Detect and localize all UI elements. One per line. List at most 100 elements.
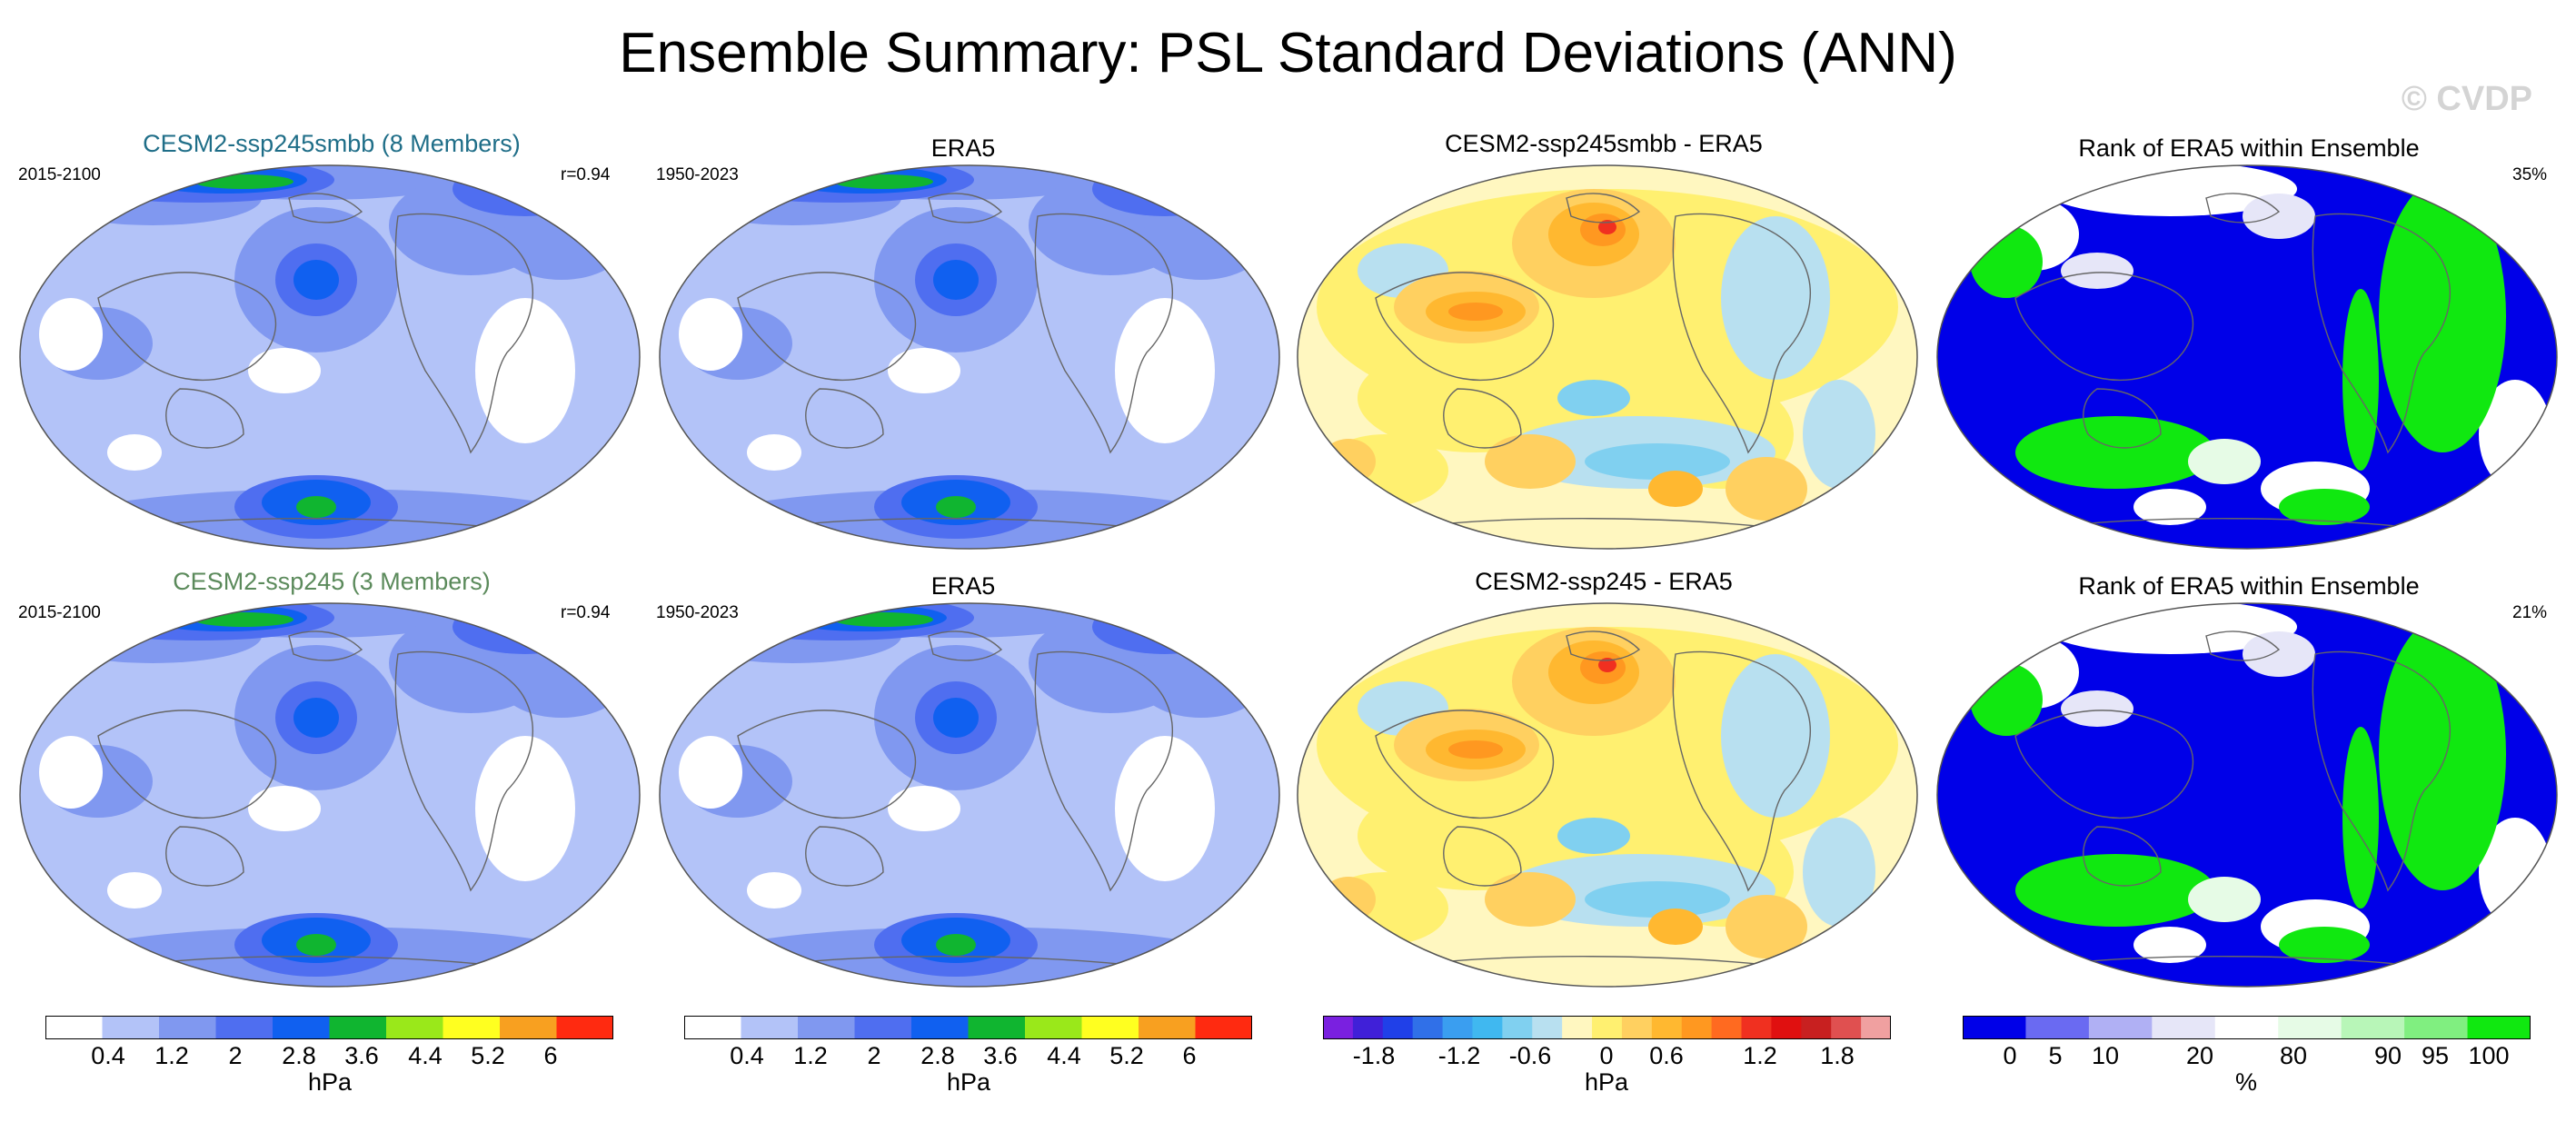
contour-region	[888, 348, 960, 393]
contour-region	[1726, 895, 1807, 958]
contour-region	[1448, 303, 1503, 321]
contour-region	[498, 645, 625, 718]
colorbar-frame	[1323, 1016, 1891, 1039]
map-panel-r2c1	[19, 602, 641, 988]
cbar4-unit: %	[2234, 1068, 2258, 1096]
coastline	[2069, 518, 2407, 528]
map-outline	[659, 164, 1280, 550]
panel-rank-pct-r2c4: 21%	[2512, 603, 2548, 622]
contour-region	[1115, 736, 1215, 881]
coastline	[805, 826, 884, 887]
colorbar-swatch	[1502, 1016, 1533, 1039]
coastline	[288, 631, 363, 661]
map-outline	[1297, 602, 1918, 988]
contour-region	[2342, 289, 2379, 471]
contour-region	[679, 736, 742, 809]
cbar2-tick: 6	[1182, 1042, 1197, 1069]
panel-title-r1c1: CESM2-ssp245smbb (8 Members)	[143, 130, 521, 157]
contour-region	[2133, 927, 2206, 963]
cbar3-tick: -1.8	[1352, 1042, 1396, 1069]
colorbar-frame	[1963, 1016, 2531, 1039]
coastline	[737, 272, 917, 382]
colorbar-swatch	[1621, 1016, 1653, 1039]
cbar3-unit: hPa	[1584, 1068, 1629, 1096]
coastline	[1443, 388, 1522, 449]
map-panel-r1c2	[659, 164, 1280, 550]
contour-region	[1448, 740, 1503, 759]
map-outline	[659, 602, 1280, 988]
panel-title-r2c1: CESM2-ssp245 (3 Members)	[173, 568, 491, 595]
contour-region	[2188, 877, 2261, 922]
cbar1-tick: 1.2	[154, 1042, 189, 1069]
colorbar-swatch	[500, 1016, 557, 1039]
contour-region	[711, 958, 801, 986]
contour-region	[194, 612, 293, 627]
colorbar-swatch	[798, 1016, 855, 1039]
cbar2-tick: 4.4	[1047, 1042, 1081, 1069]
colorbar-swatch	[102, 1016, 160, 1039]
contour-region	[1585, 443, 1730, 480]
coastline	[1034, 650, 1173, 892]
colorbar-swatch	[1442, 1016, 1473, 1039]
contour-region	[1557, 380, 1630, 416]
coastline	[1443, 826, 1522, 887]
panel-corr-r1c1: r=0.94	[561, 165, 611, 184]
coastline	[791, 956, 1129, 966]
contour-region	[1115, 298, 1215, 443]
contour-region	[1485, 872, 1576, 927]
contour-region	[747, 872, 801, 909]
coastline	[1566, 193, 1641, 223]
coastline	[152, 518, 490, 528]
map-outline	[19, 602, 641, 988]
map-field	[20, 603, 640, 987]
cbar4-tick: 10	[2091, 1042, 2120, 1069]
colorbar-swatch	[45, 1016, 103, 1039]
cbar4-tick: 0	[2003, 1042, 2017, 1069]
contour-region	[2015, 416, 2215, 489]
map-outline	[1297, 164, 1918, 550]
colorbar-swatch	[2214, 1016, 2279, 1039]
colorbar-swatch	[1382, 1016, 1414, 1039]
cbar2-tick: 1.2	[793, 1042, 828, 1069]
map-panel-r1c4	[1936, 164, 2558, 550]
contour-region	[2133, 489, 2206, 525]
panel-period-r2c1: 2015-2100	[18, 603, 101, 622]
colorbar-frame	[684, 1016, 1252, 1039]
contour-region	[711, 521, 801, 548]
colorbar-swatch	[684, 1016, 741, 1039]
colorbar-swatch	[741, 1016, 799, 1039]
colorbar-swatch	[2278, 1016, 2342, 1039]
coastline	[2014, 710, 2194, 819]
contour-region	[2379, 180, 2506, 452]
cbar2-tick: 3.6	[983, 1042, 1018, 1069]
map-panel-r1c3	[1297, 164, 1918, 550]
colorbar-swatch	[1081, 1016, 1139, 1039]
colorbar-swatch	[556, 1016, 613, 1039]
coastline	[737, 710, 917, 819]
colorbar-swatch	[1195, 1016, 1252, 1039]
map-panel-r2c2	[659, 602, 1280, 988]
contour-region	[833, 174, 933, 189]
figure-title: Ensemble Summary: PSL Standard Deviation…	[619, 22, 1957, 84]
map-field	[660, 603, 1279, 987]
cvdp-watermark: © CVDP	[2401, 80, 2532, 118]
contour-region	[1803, 380, 1875, 489]
cbar1-tick: 2	[228, 1042, 243, 1069]
coastline	[1672, 213, 1811, 454]
contour-region	[1138, 207, 1265, 280]
colorbar-swatch	[1681, 1016, 1713, 1039]
cbar2-unit: hPa	[946, 1068, 991, 1096]
contour-region	[296, 496, 336, 518]
coastline	[97, 272, 277, 382]
contour-region	[833, 612, 933, 627]
contour-region	[933, 698, 979, 738]
coastline	[97, 710, 277, 819]
colorbar-diff	[1323, 1016, 1891, 1039]
cbar2-tick: 2.8	[920, 1042, 955, 1069]
coastline	[2069, 956, 2407, 966]
contour-region	[2061, 253, 2133, 289]
contour-region	[293, 698, 339, 738]
contour-region	[679, 298, 742, 371]
colorbar-swatch	[159, 1016, 216, 1039]
cbar1-tick: 4.4	[408, 1042, 443, 1069]
